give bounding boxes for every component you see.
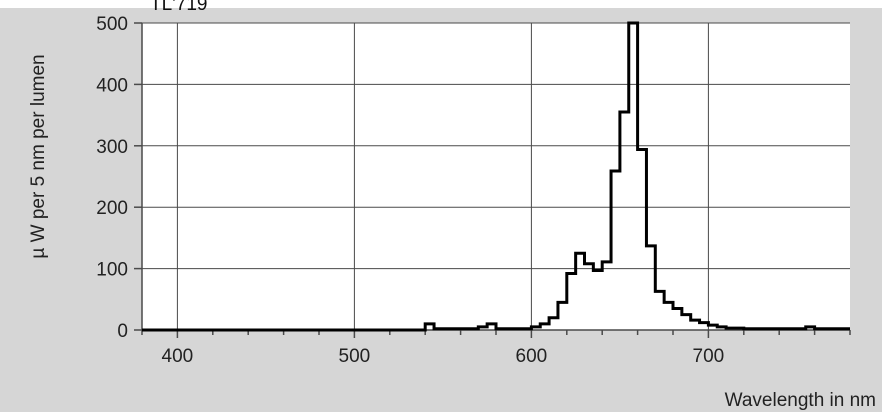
y-tick-label: 500 (96, 14, 128, 35)
x-tick-label: 600 (516, 346, 548, 367)
y-tick-label: 200 (96, 198, 128, 219)
x-axis-title: Wavelength in nm (725, 390, 876, 411)
y-tick-label: 300 (96, 137, 128, 158)
x-tick-label: 400 (162, 346, 194, 367)
x-tick-label: 700 (693, 346, 725, 367)
y-axis-title: µ W per 5 nm per lumen (28, 54, 49, 258)
cropped-title-fragment: TL'719 (150, 0, 208, 15)
y-tick-label: 0 (117, 321, 128, 342)
x-tick-label: 500 (339, 346, 371, 367)
y-tick-label: 400 (96, 75, 128, 96)
plot-area (142, 23, 850, 330)
y-tick-label: 100 (96, 260, 128, 281)
cropped-title-text: TL'719 (150, 0, 208, 15)
